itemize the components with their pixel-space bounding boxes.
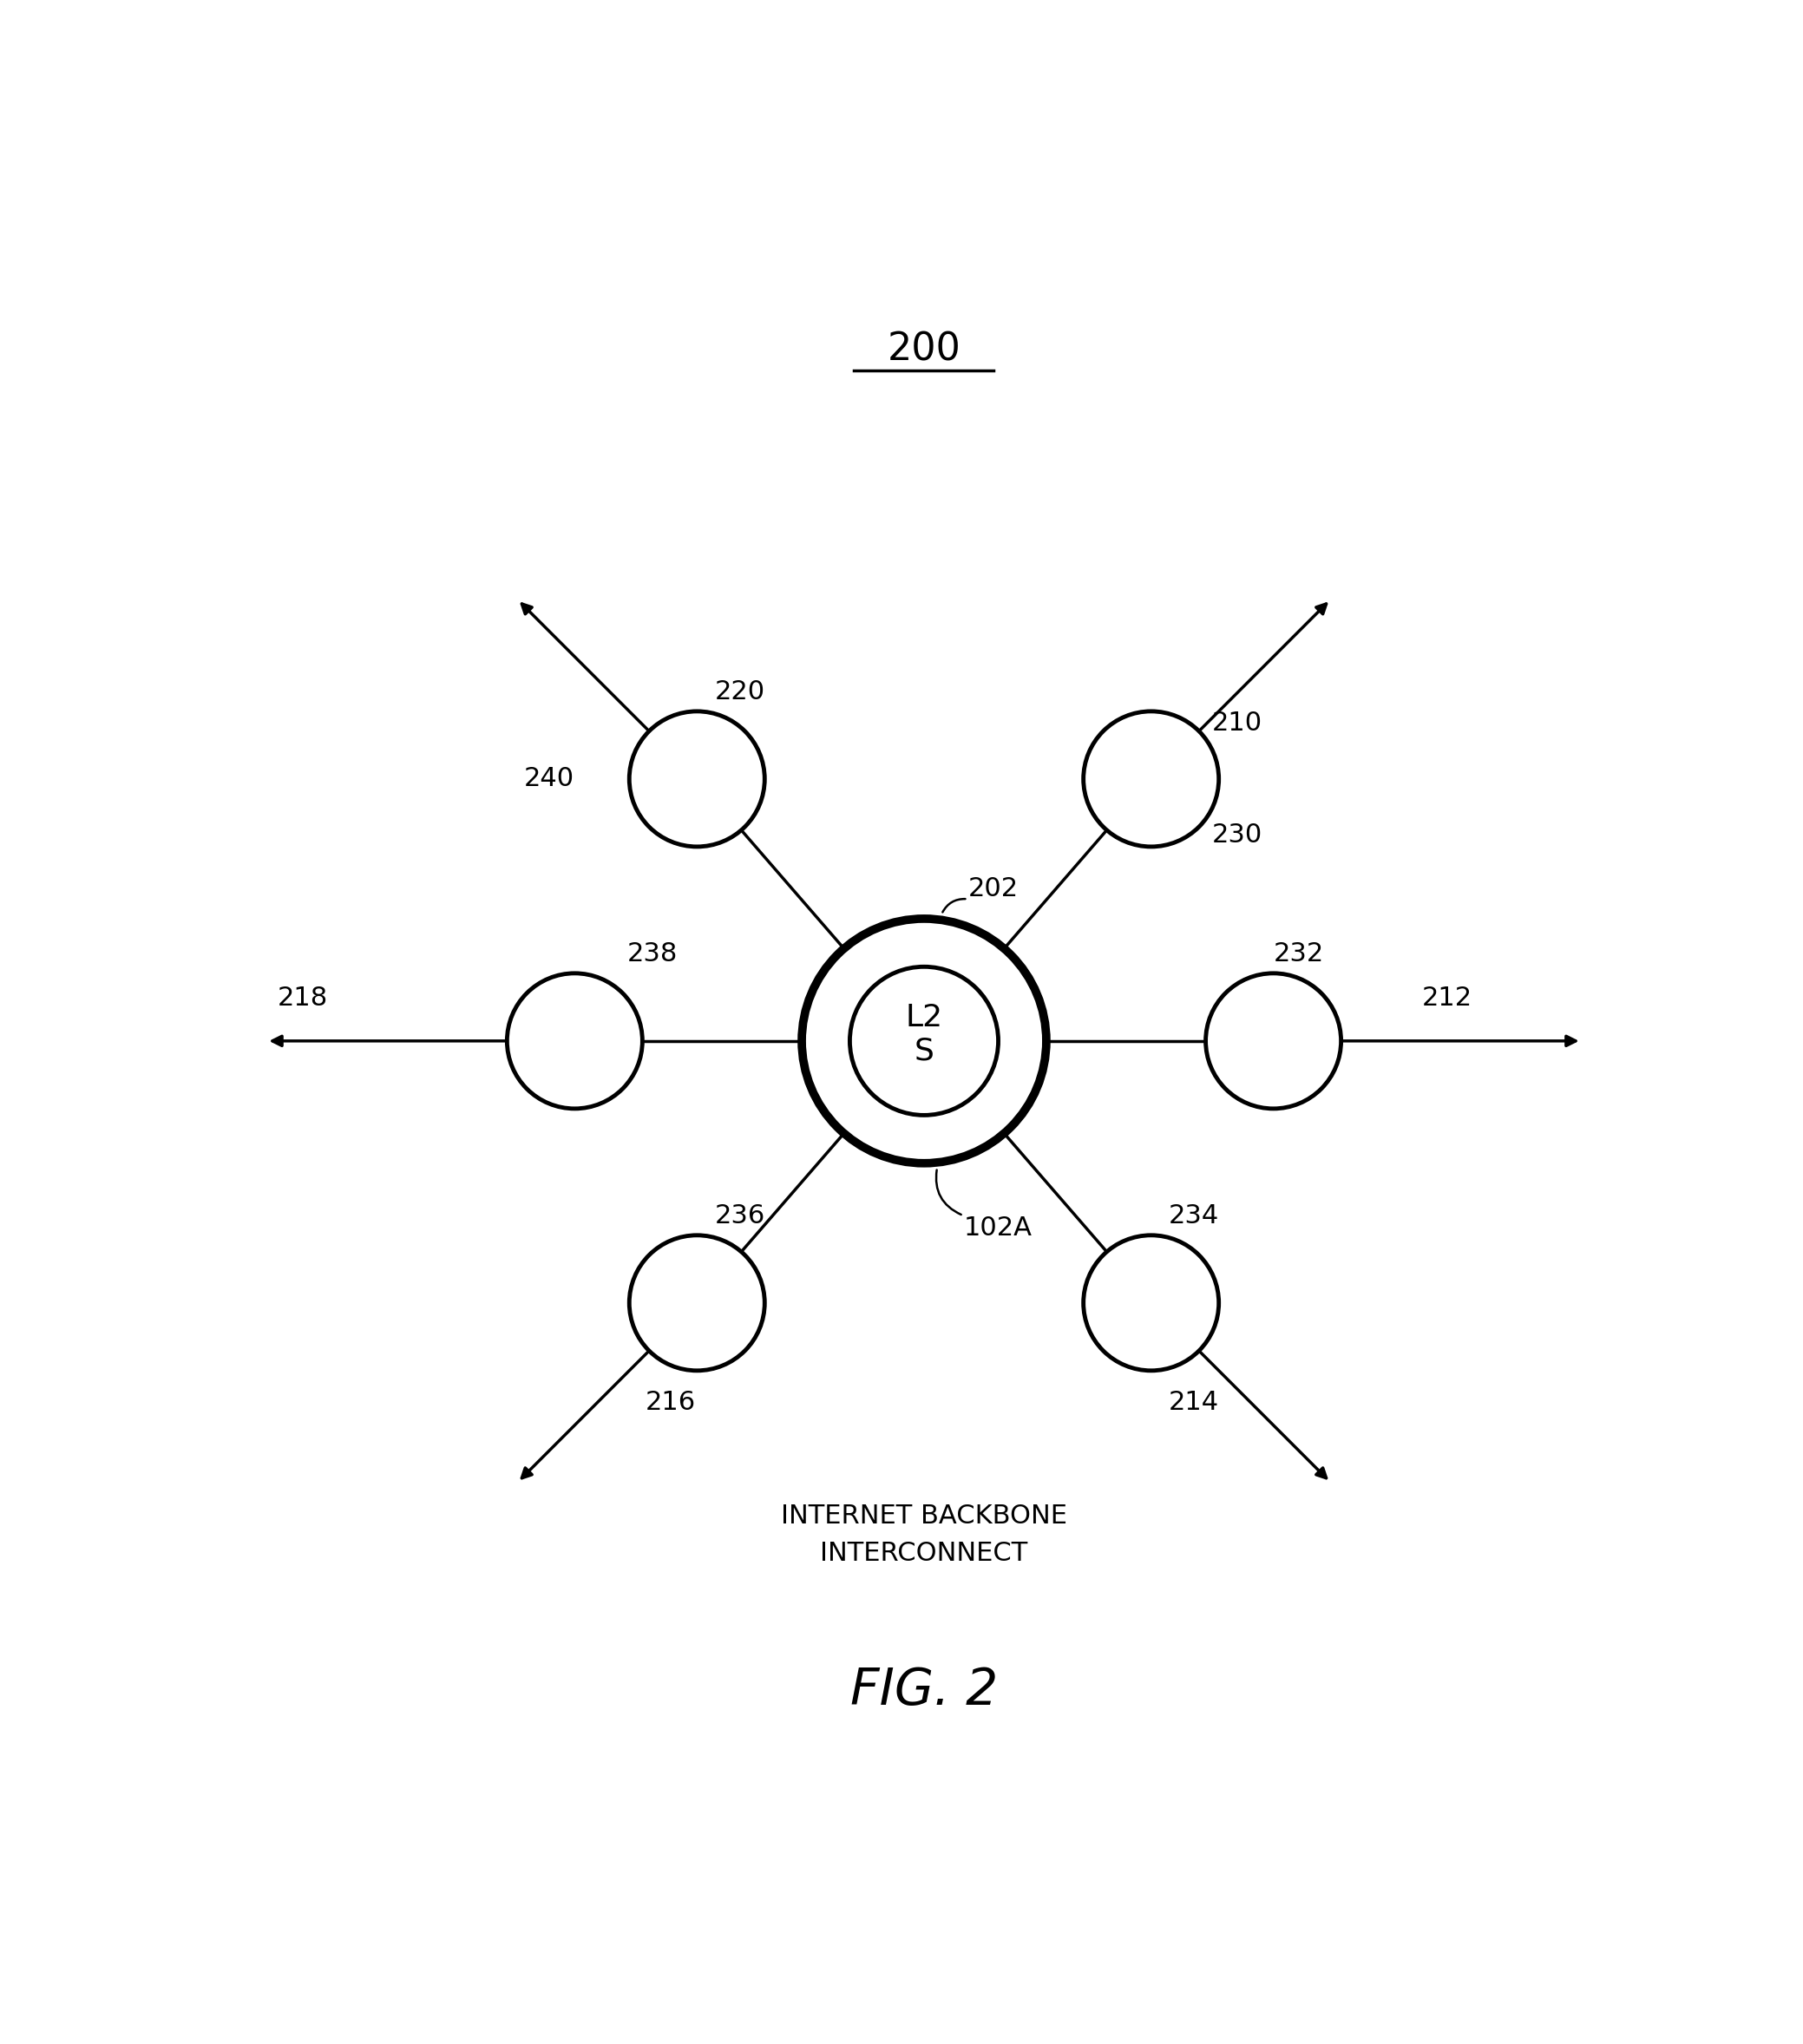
Text: 220: 220 xyxy=(714,679,764,705)
Circle shape xyxy=(1084,1235,1219,1372)
Text: 236: 236 xyxy=(714,1204,764,1228)
Text: 202: 202 xyxy=(968,877,1019,901)
Text: 102A: 102A xyxy=(963,1216,1031,1241)
Circle shape xyxy=(1084,711,1219,846)
Circle shape xyxy=(629,711,764,846)
Text: 234: 234 xyxy=(1168,1204,1219,1228)
Text: 216: 216 xyxy=(645,1390,696,1414)
Text: 218: 218 xyxy=(278,985,328,1010)
Text: 230: 230 xyxy=(1212,822,1262,848)
Text: 200: 200 xyxy=(887,331,961,368)
Text: 214: 214 xyxy=(1168,1390,1219,1414)
Circle shape xyxy=(802,918,1046,1163)
Text: 212: 212 xyxy=(1423,985,1473,1010)
Text: FIG. 2: FIG. 2 xyxy=(851,1666,997,1715)
Text: INTERNET BACKBONE
INTERCONNECT: INTERNET BACKBONE INTERCONNECT xyxy=(781,1504,1067,1566)
Text: 232: 232 xyxy=(1273,942,1323,967)
Text: 238: 238 xyxy=(627,942,678,967)
Circle shape xyxy=(849,967,999,1116)
Text: 210: 210 xyxy=(1212,709,1262,736)
Circle shape xyxy=(629,1235,764,1372)
Circle shape xyxy=(1206,973,1341,1108)
Circle shape xyxy=(507,973,642,1108)
Text: L2
S: L2 S xyxy=(905,1002,943,1067)
Text: 240: 240 xyxy=(525,766,575,791)
